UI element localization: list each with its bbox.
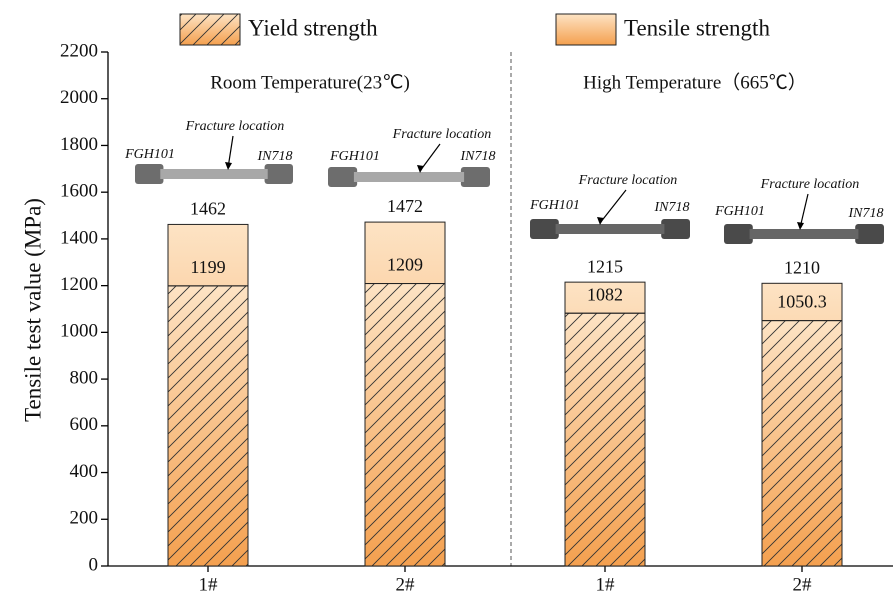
x-tick-label: 2# [396, 574, 416, 595]
group-label: Room Temperature(23℃) [210, 72, 410, 93]
specimen-left-label: FGH101 [529, 198, 580, 213]
y-tick-label: 800 [70, 367, 99, 388]
x-tick-label: 1# [199, 574, 219, 595]
bar-hatch [762, 321, 842, 566]
y-axis-label: Tensile test value (MPa) [20, 198, 45, 422]
arrow-head [417, 165, 424, 173]
specimen-end [855, 224, 884, 244]
value-label: 1082 [587, 284, 623, 304]
specimen-gauge [750, 229, 859, 239]
value-label: 1462 [190, 199, 226, 219]
value-label: 1210 [784, 257, 820, 277]
specimen-gauge [556, 224, 665, 234]
specimen-left-label: FGH101 [329, 149, 380, 164]
fracture-label: Fracture location [578, 173, 678, 188]
specimen-right-label: IN718 [848, 206, 884, 221]
specimen-end [328, 167, 357, 187]
y-tick-label: 400 [70, 461, 99, 482]
y-tick-label: 600 [70, 414, 99, 435]
y-tick-label: 2200 [60, 40, 98, 61]
fracture-label: Fracture location [185, 119, 285, 134]
specimen-gauge [160, 169, 267, 179]
x-tick-label: 2# [793, 574, 813, 595]
legend-label: Yield strength [248, 15, 378, 40]
y-tick-label: 1200 [60, 274, 98, 295]
bar-hatch [565, 313, 645, 566]
specimen-left-label: FGH101 [124, 147, 175, 162]
value-label: 1472 [387, 196, 423, 216]
specimen-left-label: FGH101 [714, 204, 765, 219]
y-tick-label: 200 [70, 508, 99, 529]
y-tick-label: 1600 [60, 181, 98, 202]
specimen-end [661, 219, 690, 239]
fracture-label: Fracture location [392, 127, 492, 142]
value-label: 1199 [190, 257, 225, 277]
legend-label: Tensile strength [624, 15, 770, 40]
specimen-right-label: IN718 [460, 149, 496, 164]
x-tick-label: 1# [596, 574, 616, 595]
y-tick-label: 1000 [60, 321, 98, 342]
y-tick-label: 1800 [60, 134, 98, 155]
arrow-head [225, 162, 232, 170]
specimen-right-label: IN718 [257, 149, 293, 164]
specimen-end [461, 167, 490, 187]
specimen-gauge [354, 172, 464, 182]
legend-swatch [556, 14, 616, 45]
value-label: 1050.3 [777, 292, 827, 312]
bar-hatch [365, 284, 445, 566]
fracture-label: Fracture location [760, 177, 860, 192]
y-tick-label: 0 [89, 554, 99, 575]
arrow-head [597, 217, 604, 225]
specimen-end [530, 219, 559, 239]
arrow-head [797, 222, 804, 230]
value-label: 1215 [587, 256, 623, 276]
page: Tensile test value (MPa) 0 200 400 600 800 10… [0, 0, 893, 595]
legend-swatch-hatch [180, 14, 240, 45]
bar-hatch [168, 286, 248, 566]
specimen-end [724, 224, 753, 244]
value-label: 1209 [387, 255, 423, 275]
specimen-right-label: IN718 [654, 200, 690, 215]
y-tick-label: 1400 [60, 227, 98, 248]
group-label: High Temperature（665℃） [583, 71, 807, 93]
chart: Tensile test value (MPa) 0 200 400 600 800 10… [0, 0, 893, 595]
specimen-end [265, 164, 293, 184]
specimen-end [135, 164, 163, 184]
y-tick-label: 2000 [60, 87, 98, 108]
